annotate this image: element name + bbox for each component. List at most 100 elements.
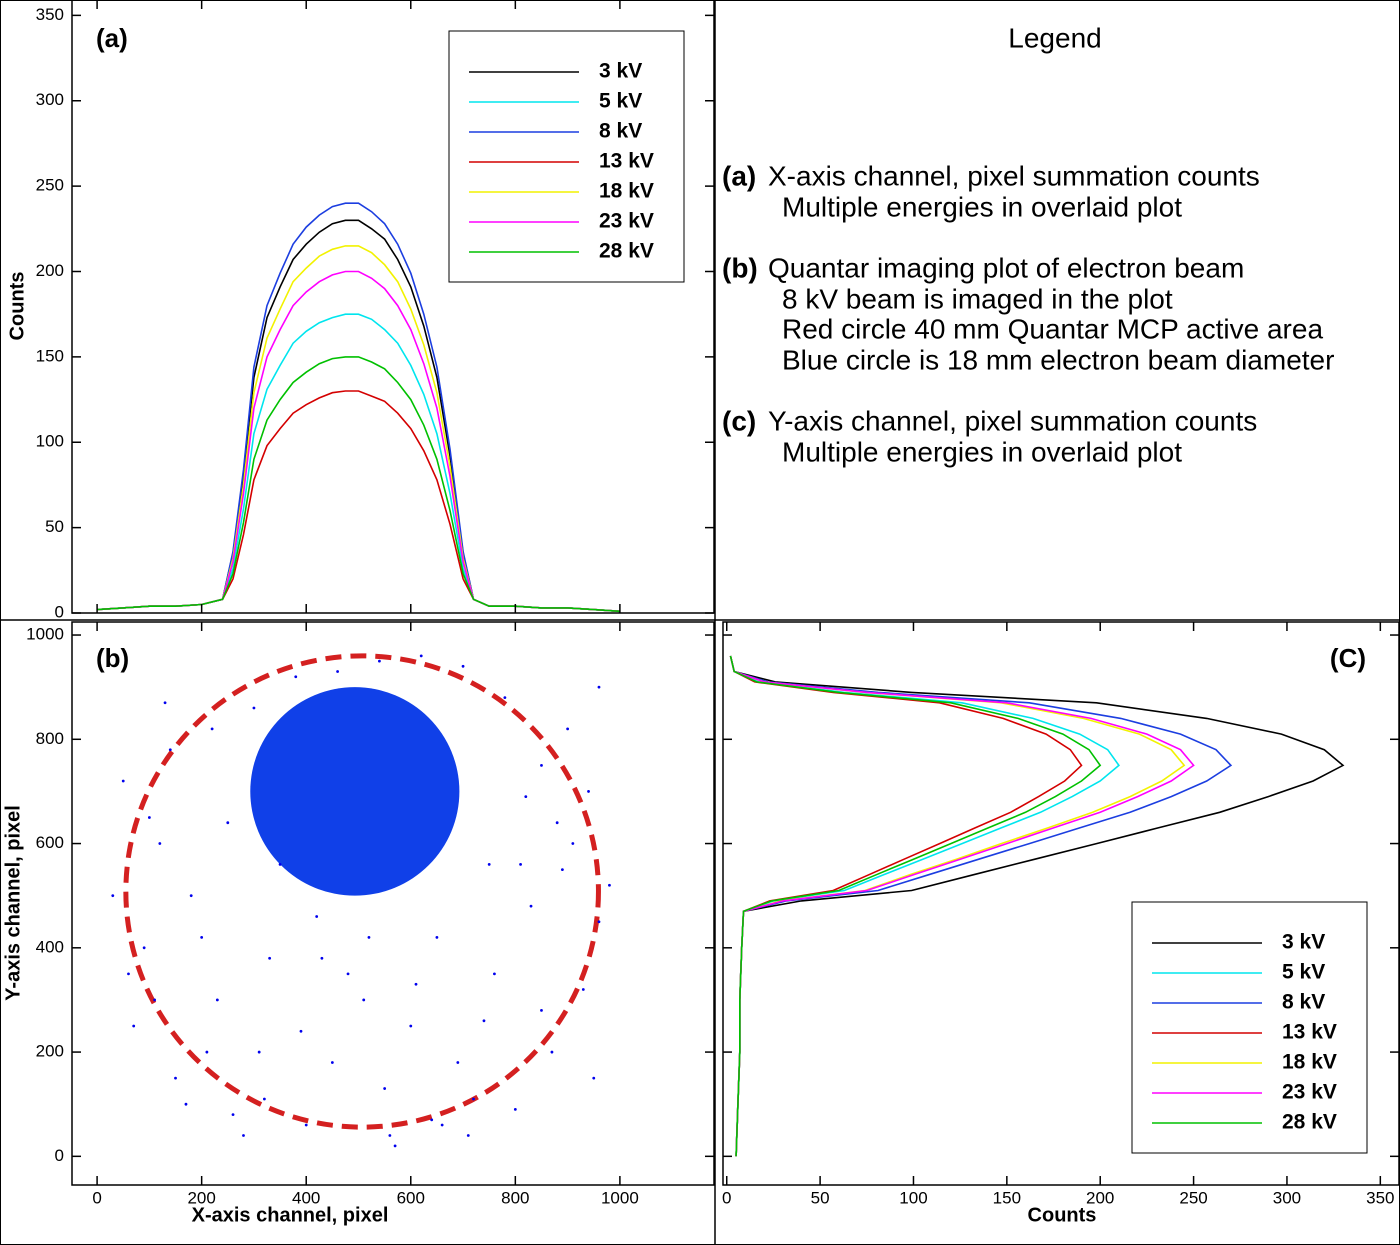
scatter-point (378, 659, 381, 663)
axes-frame (71, 0, 715, 614)
legend-entry-tag: (b) (722, 252, 758, 283)
panel-tag: (b) (96, 643, 129, 673)
scatter-point (540, 763, 543, 767)
scatter-point (550, 1050, 554, 1054)
x-axis-label: X-axis channel, pixel (192, 1204, 389, 1226)
plot-area (97, 202, 620, 613)
plot-area (729, 655, 1345, 1157)
legend-label: 13 kV (1282, 1021, 1337, 1044)
scatter-point (262, 1097, 266, 1101)
scatter-point (581, 988, 585, 991)
data-line (729, 655, 1186, 1157)
scatter-point (513, 1108, 517, 1111)
scatter-point (540, 1008, 543, 1012)
legend-label: 3 kV (1282, 931, 1325, 954)
x-tick-label: 800 (501, 1188, 529, 1207)
legend-box (448, 30, 685, 283)
scatter-point (362, 998, 366, 1002)
scatter-point (440, 1123, 444, 1127)
legend-entry-line: Red circle 40 mm Quantar MCP active area (782, 313, 1323, 344)
scatter-point (174, 1076, 177, 1080)
scatter-point (367, 935, 371, 939)
y-tick-label: 1000 (26, 625, 64, 644)
scatter-point (592, 1076, 596, 1080)
scatter-point (210, 727, 214, 731)
scatter-point (560, 868, 564, 872)
scatter-point (111, 894, 115, 898)
legend-label: 13 kV (599, 150, 654, 173)
dashed-circle (123, 653, 601, 1130)
x-tick-label: 0 (722, 1188, 731, 1207)
y-tick-label: 400 (36, 937, 64, 956)
x-tick-label: 200 (1086, 1188, 1114, 1207)
legend-label: 18 kV (599, 180, 654, 203)
x-tick-label: 200 (187, 1188, 215, 1207)
scatter-point (336, 670, 339, 673)
scatter-point (231, 1113, 235, 1117)
scatter-point (226, 821, 230, 825)
data-line (97, 356, 620, 613)
y-tick-label: 250 (36, 176, 64, 195)
legend-entry-line: Quantar imaging plot of electron beam (768, 252, 1244, 283)
legend-entry-line: Multiple energies in overlaid plot (782, 191, 1182, 222)
scatter-point (142, 946, 146, 950)
scatter-point (205, 1050, 209, 1054)
scatter-point (608, 883, 611, 887)
data-line (729, 655, 1195, 1157)
legend-panel-title: Legend (1008, 22, 1101, 53)
scatter-point (571, 842, 575, 845)
legend-label: 28 kV (599, 240, 654, 263)
x-tick-label: 50 (811, 1188, 830, 1207)
legend-entry-line: Blue circle is 18 mm electron beam diame… (782, 344, 1334, 375)
scatter-point (268, 956, 272, 960)
legend-entry-tag: (a) (722, 160, 756, 191)
scatter-point (409, 1024, 413, 1028)
axes-frame (722, 621, 1400, 1186)
scatter-point (294, 675, 298, 679)
y-tick-label: 0 (55, 602, 64, 621)
scatter-point (153, 998, 157, 1002)
scatter-point (315, 915, 319, 918)
x-tick-label: 300 (1273, 1188, 1301, 1207)
x-tick-label: 350 (1366, 1188, 1394, 1207)
y-axis-label: Counts (6, 272, 28, 341)
scatter-point (330, 1061, 334, 1064)
data-line (97, 245, 620, 613)
scatter-point (493, 972, 496, 976)
scatter-point (482, 1019, 486, 1023)
scatter-point (127, 972, 130, 976)
scatter-point (466, 1134, 470, 1137)
scatter-point (587, 790, 590, 793)
legend-label: 8 kV (1282, 991, 1325, 1014)
y-tick-label: 200 (36, 1042, 64, 1061)
scatter-point (257, 1050, 261, 1054)
beam-disk (250, 687, 460, 896)
y-tick-label: 350 (36, 5, 64, 24)
legend-label: 5 kV (1282, 961, 1325, 984)
scatter-point (278, 863, 282, 866)
panel: 0 50 100 150 200 250 300 350 (a) Counts 3 kV 5 kV 8 … (6, 0, 715, 621)
legend-box (1131, 901, 1368, 1154)
data-line (97, 313, 620, 613)
data-line (729, 655, 1120, 1157)
data-line (97, 270, 620, 613)
legend-label: 18 kV (1282, 1051, 1337, 1074)
scatter-point (461, 664, 465, 668)
scatter-point (435, 935, 439, 939)
x-tick-label: 100 (899, 1188, 927, 1207)
x-tick-label: 400 (292, 1188, 320, 1207)
scatter-point (200, 935, 204, 939)
scatter-point (597, 920, 601, 924)
scatter-point (597, 685, 601, 689)
scatter-point (320, 956, 324, 960)
scatter-point (189, 894, 193, 898)
legend-entry-line: Y-axis channel, pixel summation counts (768, 405, 1257, 436)
y-tick-label: 100 (36, 432, 64, 451)
panel-tag: (a) (96, 23, 128, 53)
scatter-point (242, 1134, 245, 1137)
scatter-point (524, 795, 528, 799)
scatter-point (566, 727, 570, 731)
axes-frame (71, 621, 715, 1186)
y-axis-label: Y-axis channel, pixel (2, 805, 24, 1001)
legend-entry-tag: (c) (722, 405, 756, 436)
